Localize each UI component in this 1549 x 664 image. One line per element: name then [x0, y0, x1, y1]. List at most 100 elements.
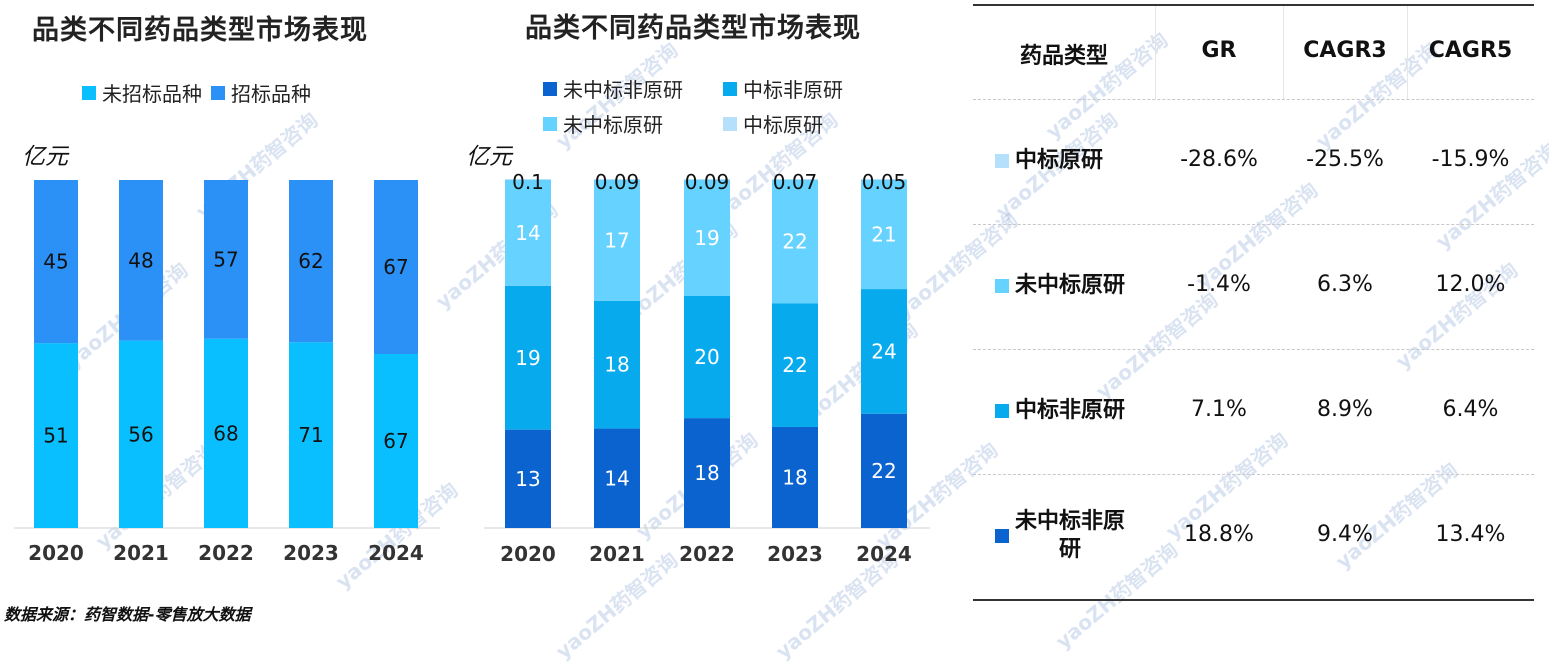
table-cell: 7.1%: [1191, 396, 1247, 422]
table-cell: 9.4%: [1317, 521, 1373, 547]
table-row-divider: [973, 99, 1534, 100]
row-swatch: [995, 404, 1009, 418]
legend-label: 未中标原研: [563, 113, 663, 137]
data-label: 22: [871, 459, 896, 483]
row-label-text: 未中标非原 研: [1015, 509, 1126, 562]
x-tick-label: 2020: [500, 542, 556, 566]
bar-segment: [861, 289, 907, 414]
x-tick-label: 2022: [198, 541, 254, 565]
chart2-unit-label: 亿元: [466, 144, 512, 170]
data-label: 68: [213, 421, 238, 445]
table-top-rule: [973, 4, 1534, 6]
table-cell: 6.4%: [1442, 396, 1499, 422]
data-label: 57: [213, 247, 238, 271]
data-label: 18: [694, 461, 719, 485]
data-label: 67: [383, 429, 408, 453]
table-cell: 12.0%: [1435, 271, 1506, 297]
chart1-title: 品类不同药品类型市场表现: [32, 15, 368, 46]
table-row-divider: [973, 224, 1534, 225]
chart2-title: 品类不同药品类型市场表现: [525, 13, 861, 44]
bar-segment: [34, 343, 78, 528]
table-row-label: 中标非原研: [995, 397, 1145, 425]
table-cell: 13.4%: [1435, 521, 1506, 547]
bar-segment: [119, 340, 163, 528]
bar-segment: [204, 338, 248, 528]
legend-label: 未招标品种: [102, 82, 202, 106]
table-header-divider: [1155, 6, 1156, 99]
chart2-legend-won-generic: 中标非原研: [723, 74, 843, 103]
table-row-label: 中标原研: [995, 147, 1145, 175]
data-label: 13: [515, 467, 540, 491]
bar-segment: [374, 180, 418, 354]
bar-segment: [861, 179, 907, 180]
row-swatch: [995, 529, 1009, 543]
data-label: 45: [43, 250, 68, 274]
x-tick-label: 2020: [28, 541, 84, 565]
data-source-note: 数据来源：药智数据-零售放大数据: [4, 605, 251, 624]
data-label: 0.07: [773, 170, 818, 194]
data-label: 22: [782, 353, 807, 377]
bar-segment: [505, 429, 551, 528]
x-tick-label: 2023: [283, 541, 339, 565]
table-cell: 6.3%: [1317, 271, 1373, 297]
data-label: 19: [694, 226, 719, 250]
chart2-legend-won-original: 中标原研: [723, 109, 823, 138]
bar-segment: [374, 354, 418, 528]
data-label: 0.09: [685, 170, 730, 194]
data-label: 0.1: [512, 170, 544, 194]
table-cell: -1.4%: [1187, 271, 1251, 297]
x-tick-label: 2024: [856, 542, 912, 566]
growth-table: 药品类型 GR CAGR3 CAGR5 中标原研 -28.6% -25.5% -15.…: [973, 4, 1534, 604]
bar-segment: [289, 342, 333, 528]
bar-segment: [505, 180, 551, 286]
legend-swatch: [82, 85, 96, 100]
table-cell: 18.8%: [1184, 521, 1254, 547]
bar-segment: [594, 428, 640, 528]
data-label: 20: [694, 345, 719, 369]
legend-swatch: [543, 116, 557, 131]
chart2-legend-unwon-generic: 未中标非原研: [543, 74, 683, 103]
table-header-type: 药品类型: [1019, 44, 1108, 69]
legend-swatch: [543, 81, 557, 96]
x-tick-label: 2021: [589, 542, 645, 566]
data-label: 71: [298, 423, 323, 447]
bar-segment: [594, 180, 640, 301]
table-row-label: 未中标原研: [995, 272, 1145, 300]
table-row-divider: [973, 349, 1534, 350]
table-cell: 8.9%: [1317, 396, 1373, 422]
bar-segment: [684, 296, 730, 419]
table-header-gr: GR: [1201, 38, 1237, 63]
bar-segment: [684, 418, 730, 528]
data-label: 62: [298, 249, 323, 273]
data-label: 14: [604, 466, 629, 490]
legend-swatch: [211, 85, 225, 100]
bar-segment: [505, 285, 551, 430]
bar-segment: [861, 413, 907, 528]
table-header-divider: [1407, 6, 1408, 99]
chart1-legend-unbid: 未招标品种: [82, 78, 202, 107]
data-label: 0.05: [862, 170, 907, 194]
row-label-text: 中标原研: [1015, 148, 1104, 173]
bar-segment: [861, 180, 907, 290]
legend-swatch: [723, 116, 737, 131]
bar-segment: [594, 300, 640, 429]
table-header-cagr5: CAGR5: [1428, 38, 1513, 63]
data-label: 19: [515, 346, 540, 370]
bar-segment: [684, 180, 730, 296]
row-label-text: 未中标原研: [1015, 273, 1126, 298]
row-swatch: [995, 279, 1009, 293]
data-label: 18: [604, 353, 629, 377]
table-header-cagr3: CAGR3: [1303, 38, 1387, 63]
chart2-legend-unwon-original: 未中标原研: [543, 109, 663, 138]
legend-label: 中标原研: [743, 113, 823, 137]
table-cell: -25.5%: [1306, 146, 1384, 172]
bar-segment: [772, 180, 818, 304]
row-swatch: [995, 154, 1009, 168]
data-label: 14: [515, 221, 540, 245]
table-row-divider: [973, 474, 1534, 475]
legend-swatch: [723, 81, 737, 96]
data-label: 18: [782, 465, 807, 489]
data-label: 22: [782, 230, 807, 254]
bar-segment: [772, 303, 818, 427]
table-bottom-rule: [973, 599, 1534, 601]
